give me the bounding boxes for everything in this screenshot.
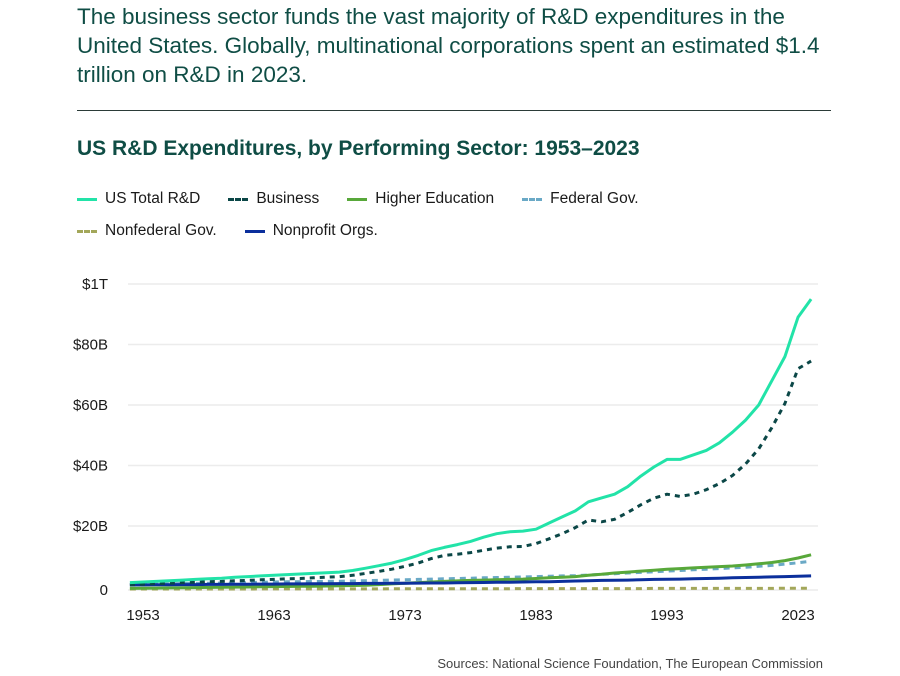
legend-item-business: Business (228, 190, 319, 208)
legend-swatch (77, 197, 97, 201)
legend-label: Business (256, 190, 320, 207)
legend-item-nonfederal: Nonfederal Gov. (77, 222, 217, 240)
x-tick-label: 2023 (781, 607, 814, 624)
legend: US Total R&D Business Higher Education F… (77, 183, 837, 247)
x-tick-label: 1993 (650, 607, 683, 624)
x-tick-label: 1963 (257, 607, 290, 624)
legend-swatch (77, 229, 97, 233)
legend-item-nonprofit: Nonprofit Orgs. (244, 222, 378, 240)
legend-row: US Total R&D Business Higher Education F… (77, 183, 837, 215)
y-tick-label: $40B (73, 458, 108, 475)
y-tick-label: $60B (73, 397, 108, 414)
legend-item-total: US Total R&D (77, 190, 200, 208)
legend-swatch (228, 197, 249, 201)
intro-text: The business sector funds the vast major… (77, 4, 820, 87)
series-line-us-total-r-d (129, 298, 813, 585)
y-tick-label: $20B (73, 518, 108, 535)
y-tick-label: 0 (100, 582, 108, 599)
series-line-nonfederal-gov (129, 586, 812, 591)
legend-swatch (244, 229, 265, 233)
divider (77, 110, 831, 111)
legend-swatch (347, 197, 368, 201)
source-note: Sources: National Science Foundation, Th… (437, 656, 823, 671)
legend-label: US Total R&D (105, 190, 201, 207)
legend-label: Nonfederal Gov. (105, 222, 217, 239)
legend-label: Higher Education (375, 190, 495, 207)
x-tick-label: 1983 (519, 607, 552, 624)
series-line-higher-education (129, 553, 812, 590)
chart-title: US R&D Expenditures, by Performing Secto… (77, 137, 640, 160)
legend-label: Federal Gov. (550, 190, 639, 207)
legend-item-higher-education: Higher Education (347, 190, 494, 208)
series-line-nonprofit-orgs (129, 574, 812, 587)
legend-row: Nonfederal Gov. Nonprofit Orgs. (77, 215, 837, 247)
x-tick-label: 1953 (126, 607, 159, 624)
legend-item-federal: Federal Gov. (522, 190, 639, 208)
y-tick-label: $80B (73, 337, 108, 354)
legend-label: Nonprofit Orgs. (272, 222, 378, 239)
series-line-business (129, 359, 812, 587)
y-tick-label: $1T (82, 276, 108, 293)
x-tick-label: 1973 (388, 607, 421, 624)
legend-swatch (522, 197, 543, 201)
